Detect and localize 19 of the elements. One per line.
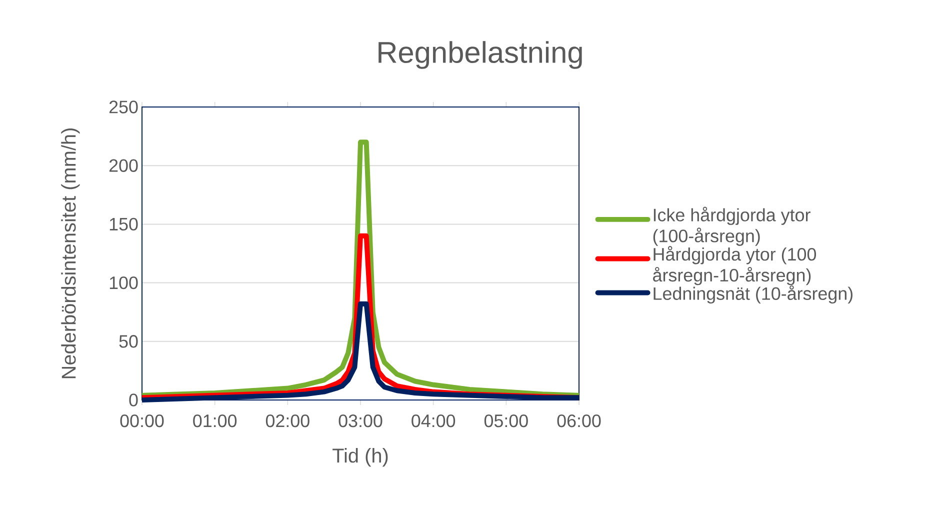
y-tick-label: 150 — [110, 218, 138, 231]
y-tick-label: 0 — [129, 394, 138, 406]
x-tick-label: 06:00 — [557, 414, 601, 428]
y-tick-label: 200 — [109, 159, 138, 172]
y-axis-title: Nederbördsintensitet (mm/h) — [61, 128, 80, 378]
x-tick-label: 05:00 — [484, 414, 528, 428]
x-tick-label: 00:00 — [120, 414, 164, 428]
x-tick-label: 01:00 — [193, 414, 237, 428]
x-tick-label: 02:00 — [266, 414, 310, 428]
x-axis-title: Tid (h) — [332, 448, 388, 467]
y-tick-label: 50 — [119, 335, 138, 348]
x-tick-label: 04:00 — [412, 414, 456, 428]
x-tick-label: 03:00 — [338, 414, 382, 428]
y-tick-label: 250 — [109, 100, 138, 114]
legend-label: Ledningsnät (10-årsregn) — [654, 285, 852, 304]
chart-title: Regnbelastning — [378, 41, 582, 69]
legend-label: Hårdgjorda ytor (100 årsregn-10-årsregn) — [653, 246, 816, 286]
y-tick-label: 100 — [110, 276, 138, 290]
legend-label: Icke hårdgjorda ytor (100-årsregn) — [653, 206, 810, 246]
